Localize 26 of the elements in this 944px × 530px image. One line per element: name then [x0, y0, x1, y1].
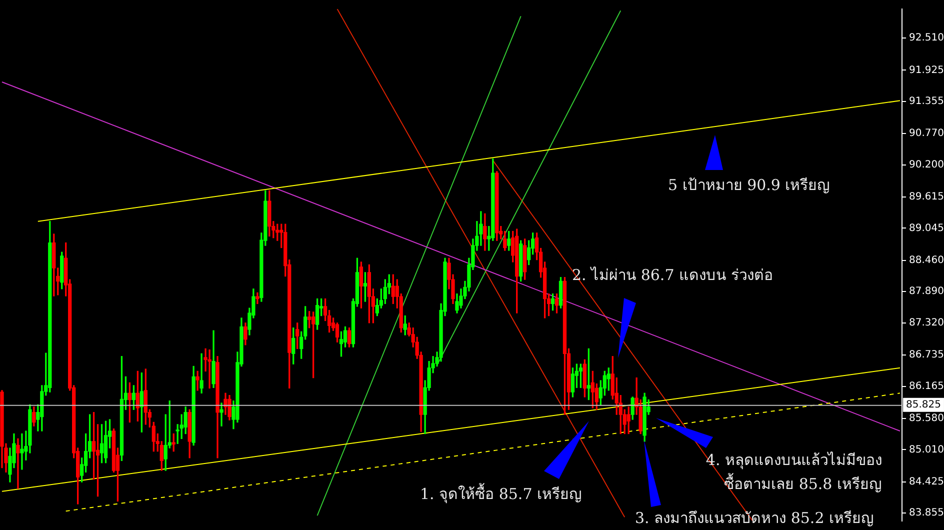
y-tick-label: 89.615 — [909, 192, 944, 203]
ref-line-label: 85.825 — [906, 400, 941, 411]
y-tick-label: 84.425 — [909, 476, 944, 488]
y-tick-label: 91.355 — [909, 96, 944, 108]
y-tick-label: 83.855 — [909, 508, 944, 519]
y-tick-label: 91.925 — [909, 64, 944, 76]
candlestick — [208, 349, 212, 389]
y-tick-label: 87.320 — [909, 317, 944, 328]
annotation: 3. ลงมาถึงแนวสบัดหาง 85.2 เหรียญ — [635, 508, 874, 529]
annotation: 5 เป้าหมาย 90.9 เหรียญ — [668, 175, 830, 196]
candlestick — [200, 353, 204, 394]
y-tick-label: 90.770 — [909, 128, 944, 140]
y-tick-label: 88.460 — [909, 254, 944, 266]
y-tick-label: 89.045 — [909, 222, 944, 234]
annotation: 1. จุดให้ซื้อ 85.7 เหรียญ — [420, 482, 582, 506]
candlestick — [220, 402, 224, 426]
candlestick — [20, 433, 24, 470]
y-tick-label: 92.510 — [909, 32, 944, 44]
y-tick-label: 90.200 — [909, 159, 944, 170]
candlestick — [196, 370, 200, 391]
y-tick-label: 86.735 — [909, 350, 944, 361]
y-tick-label: 87.890 — [909, 286, 944, 298]
y-tick-label: 85.010 — [909, 444, 944, 456]
y-tick-label: 85.580 — [909, 412, 944, 424]
candlestick — [16, 438, 20, 489]
y-tick-label: 86.165 — [909, 380, 944, 392]
